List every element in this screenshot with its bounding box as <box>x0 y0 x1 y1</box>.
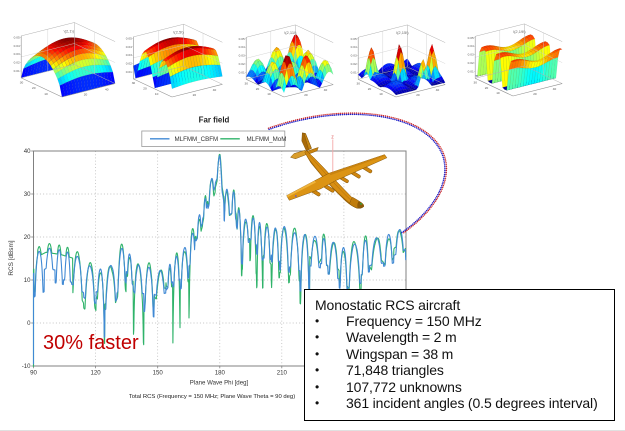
svg-text:\(2,5\): \(2,5\) <box>173 30 184 35</box>
svg-text:20: 20 <box>368 87 372 91</box>
svg-text:\(2,11\): \(2,11\) <box>284 30 297 35</box>
svg-text:\(2,19\): \(2,19\) <box>513 29 526 34</box>
svg-text:30: 30 <box>132 81 136 85</box>
svg-text:0.05: 0.05 <box>126 36 132 40</box>
svg-text:20: 20 <box>533 92 537 96</box>
svg-text:0.03: 0.03 <box>239 54 245 58</box>
svg-text:30: 30 <box>20 80 24 84</box>
svg-text:0.04: 0.04 <box>14 44 20 48</box>
svg-text:Total RCS (Frequency = 150 MHz: Total RCS (Frequency = 150 MHz; Plane Wa… <box>129 394 295 400</box>
svg-text:0.02: 0.02 <box>14 61 20 65</box>
svg-text:0.01: 0.01 <box>468 70 474 74</box>
svg-text:0.02: 0.02 <box>126 62 132 66</box>
svg-text:0.05: 0.05 <box>468 36 474 40</box>
svg-text:0.05: 0.05 <box>239 37 245 41</box>
svg-text:10: 10 <box>379 92 383 96</box>
svg-text:z: z <box>331 135 334 141</box>
svg-text:20: 20 <box>193 93 197 97</box>
svg-text:20: 20 <box>485 86 489 90</box>
svg-text:90: 90 <box>30 369 37 376</box>
svg-text:0.01: 0.01 <box>14 69 20 73</box>
svg-text:RCS [dBsm]: RCS [dBsm] <box>8 240 15 275</box>
svg-text:0.01: 0.01 <box>126 70 132 74</box>
svg-text:180: 180 <box>215 369 226 376</box>
svg-text:10: 10 <box>155 92 159 96</box>
svg-text:0.03: 0.03 <box>351 54 357 58</box>
svg-text:Far field: Far field <box>199 115 230 124</box>
svg-text:\(2,15\): \(2,15\) <box>396 30 409 35</box>
svg-text:30: 30 <box>245 82 249 86</box>
svg-text:20: 20 <box>416 93 420 97</box>
svg-text:10: 10 <box>44 92 48 96</box>
svg-text:20: 20 <box>256 87 260 91</box>
svg-text:0.04: 0.04 <box>351 45 357 49</box>
svg-text:0.04: 0.04 <box>468 44 474 48</box>
svg-text:0.02: 0.02 <box>239 62 245 66</box>
svg-text:0.05: 0.05 <box>351 37 357 41</box>
svg-text:210: 210 <box>277 369 288 376</box>
svg-text:40: 40 <box>324 88 328 92</box>
svg-text:0.03: 0.03 <box>468 53 474 57</box>
svg-text:20: 20 <box>143 87 147 91</box>
svg-text:20: 20 <box>84 93 88 97</box>
svg-text:0.02: 0.02 <box>351 62 357 66</box>
svg-text:MLFMM_CBFM: MLFMM_CBFM <box>175 136 219 143</box>
svg-text:0: 0 <box>27 320 31 327</box>
svg-text:20: 20 <box>32 86 36 90</box>
svg-text:0.05: 0.05 <box>14 35 20 39</box>
svg-text:Plane Wave Phi [deg]: Plane Wave Phi [deg] <box>190 380 249 387</box>
svg-text:40: 40 <box>24 148 31 155</box>
svg-text:30: 30 <box>24 191 31 198</box>
svg-text:40: 40 <box>553 87 557 91</box>
svg-text:40: 40 <box>436 88 440 92</box>
svg-text:10: 10 <box>267 92 271 96</box>
svg-text:0.03: 0.03 <box>14 52 20 56</box>
svg-text:\(2,1\): \(2,1\) <box>64 29 75 34</box>
svg-text:40: 40 <box>105 87 109 91</box>
svg-text:30: 30 <box>357 82 361 86</box>
svg-text:40: 40 <box>213 88 217 92</box>
svg-text:10: 10 <box>24 277 31 284</box>
svg-text:0.04: 0.04 <box>126 45 132 49</box>
svg-text:10: 10 <box>496 91 500 95</box>
svg-text:120: 120 <box>91 369 102 376</box>
svg-text:0.01: 0.01 <box>239 71 245 75</box>
svg-text:0.01: 0.01 <box>351 71 357 75</box>
svg-text:150: 150 <box>153 369 164 376</box>
svg-text:30: 30 <box>474 81 478 85</box>
svg-text:MLFMM_MoM: MLFMM_MoM <box>247 136 287 143</box>
svg-text:20: 20 <box>24 234 31 241</box>
svg-text:-10: -10 <box>22 363 31 370</box>
svg-text:20: 20 <box>304 93 308 97</box>
svg-text:0.02: 0.02 <box>468 61 474 65</box>
svg-text:0.03: 0.03 <box>126 53 132 57</box>
svg-text:0.04: 0.04 <box>239 45 245 49</box>
